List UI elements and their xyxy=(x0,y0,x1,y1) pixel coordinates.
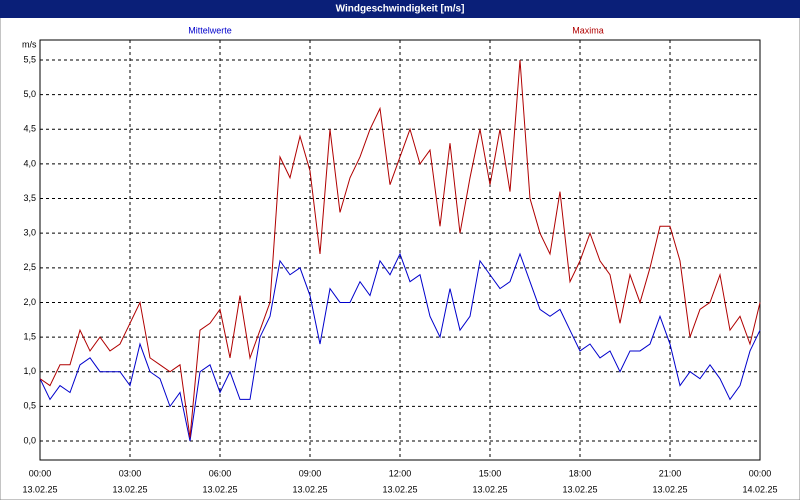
x-tick-label: 00:00 xyxy=(29,468,52,478)
x-tick-date: 14.02.25 xyxy=(742,484,777,494)
y-tick-label: 3,0 xyxy=(23,228,36,238)
x-tick-date: 13.02.25 xyxy=(382,484,417,494)
x-tick-date: 13.02.25 xyxy=(472,484,507,494)
series-line xyxy=(39,252,761,442)
y-axis-label: m/s xyxy=(22,39,37,49)
x-tick-label: 00:00 xyxy=(749,468,772,478)
y-tick-label: 0,5 xyxy=(23,401,36,411)
y-tick-label: 4,0 xyxy=(23,158,36,168)
y-tick-label: 0,0 xyxy=(23,435,36,445)
x-tick-label: 21:00 xyxy=(659,468,682,478)
x-tick-date: 13.02.25 xyxy=(202,484,237,494)
chart-title: Windgeschwindigkeit [m/s] xyxy=(336,4,465,15)
y-tick-label: 3,5 xyxy=(23,193,36,203)
y-tick-label: 2,5 xyxy=(23,262,36,272)
x-tick-label: 12:00 xyxy=(389,468,412,478)
x-tick-label: 09:00 xyxy=(299,468,322,478)
x-tick-label: 03:00 xyxy=(119,468,142,478)
x-tick-label: 18:00 xyxy=(569,468,592,478)
title-bar xyxy=(0,0,800,18)
x-tick-date: 13.02.25 xyxy=(112,484,147,494)
legend-entry: Mittelwerte xyxy=(188,25,232,35)
y-tick-label: 2,0 xyxy=(23,297,36,307)
y-tick-label: 5,0 xyxy=(23,89,36,99)
y-tick-label: 5,5 xyxy=(23,54,36,64)
x-tick-date: 13.02.25 xyxy=(292,484,327,494)
y-tick-label: 4,5 xyxy=(23,124,36,134)
y-tick-label: 1,0 xyxy=(23,366,36,376)
x-tick-label: 15:00 xyxy=(479,468,502,478)
series-line xyxy=(39,59,761,438)
x-tick-label: 06:00 xyxy=(209,468,232,478)
x-tick-date: 13.02.25 xyxy=(652,484,687,494)
y-tick-label: 1,5 xyxy=(23,331,36,341)
x-tick-date: 13.02.25 xyxy=(562,484,597,494)
x-tick-date: 13.02.25 xyxy=(22,484,57,494)
legend-entry: Maxima xyxy=(572,25,604,35)
